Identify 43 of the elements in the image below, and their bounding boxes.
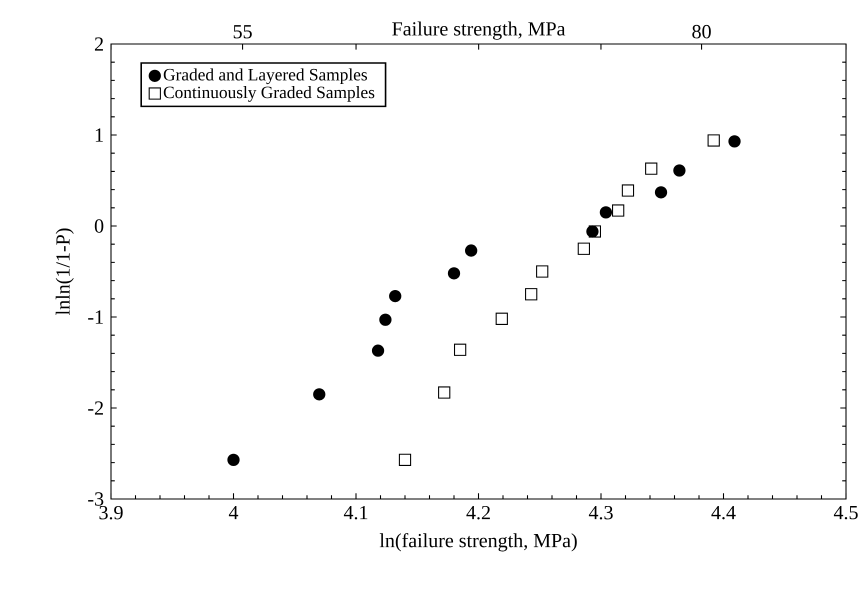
x-tick-label: 3.9 [99, 506, 123, 520]
y-tick-label: -2 [88, 401, 103, 415]
point [313, 388, 326, 400]
y-tick-label: 2 [94, 37, 103, 51]
point [612, 204, 624, 217]
y-tick-label: 0 [94, 219, 104, 233]
point [708, 134, 720, 147]
legend-label: Continuously Graded Samples [164, 86, 374, 102]
x-tick-label: 4.1 [344, 506, 368, 520]
point [398, 454, 412, 466]
point [496, 312, 508, 325]
x2-tick-label: 55 [234, 25, 252, 38]
point [728, 135, 741, 148]
point [622, 184, 634, 197]
x-axis-title: ln(failure strength, MPa) [380, 533, 577, 552]
y-tick-label: -1 [88, 310, 103, 324]
y-tick-label: -3 [88, 492, 104, 506]
point [525, 288, 538, 300]
point [673, 164, 686, 177]
point [448, 267, 460, 280]
x-tick-label: 4.5 [834, 506, 858, 520]
point [465, 244, 478, 257]
legend-label: Graded and Layered Samples [164, 68, 368, 84]
x2-axis-title: Failure strength, MPa [392, 22, 566, 40]
x2-tick-label: 80 [692, 24, 711, 38]
point [654, 186, 668, 198]
point [389, 290, 402, 302]
y-axis-title: lnln(1/1-P) [56, 228, 74, 315]
x-tick-label: 4.2 [466, 506, 490, 520]
point [600, 206, 612, 218]
point [454, 344, 466, 356]
point [588, 225, 602, 238]
x-tick-label: 4.4 [711, 506, 736, 520]
point [379, 314, 392, 326]
x-tick-label: 4 [228, 506, 238, 520]
point [536, 265, 548, 278]
point [372, 344, 384, 357]
x-tick-label: 4.3 [588, 506, 613, 520]
point [578, 242, 590, 255]
point [645, 162, 658, 175]
point [227, 454, 240, 466]
point [438, 386, 450, 399]
y-tick-label: 1 [96, 128, 103, 142]
